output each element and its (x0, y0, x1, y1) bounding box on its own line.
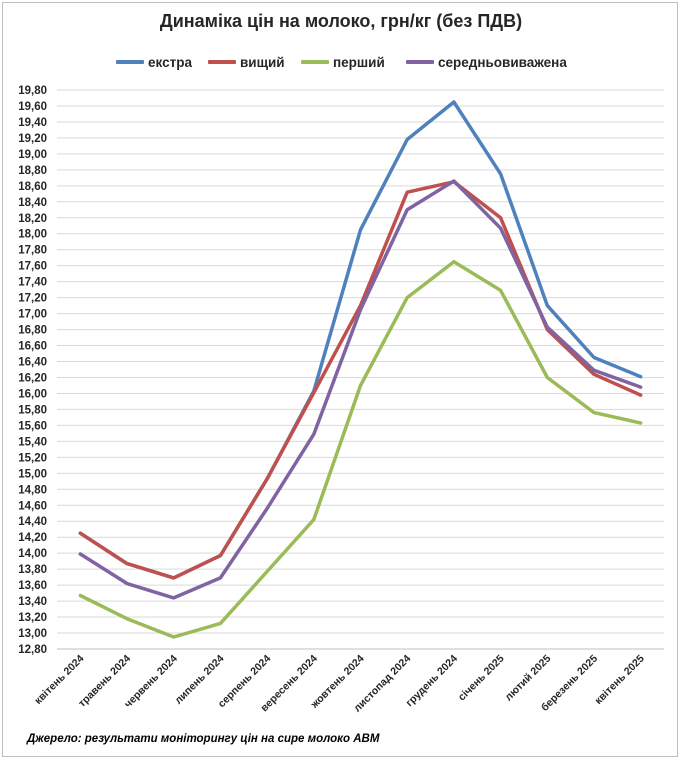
y-tick-label: 18,00 (18, 229, 47, 241)
series-line-1 (78, 180, 643, 580)
x-tick-label: січень 2025 (456, 653, 507, 704)
source-note: Джерело: результати моніторингу цін на с… (27, 733, 380, 745)
y-tick-label: 16,20 (18, 372, 47, 384)
legend-item-pershyi: перший (301, 52, 385, 72)
y-tick-label: 18,40 (18, 197, 47, 209)
line-chart: 12,80 13,00 13,20 13,40 13,60 13,80 14,00 14,20… (18, 85, 664, 715)
y-tick-label: 17,20 (18, 293, 47, 305)
legend-item-serednovyvazhena: середньовиважена (406, 52, 567, 72)
legend-swatch-extra (116, 60, 144, 64)
y-tick-label: 13,40 (18, 596, 47, 608)
y-tick-label: 14,80 (18, 484, 47, 496)
y-tick-label: 17,00 (18, 309, 47, 321)
y-tick-label: 17,80 (18, 245, 47, 257)
legend-swatch-vyshchyi (208, 60, 236, 64)
y-tick-label: 16,60 (18, 341, 47, 353)
y-tick-label: 13,00 (18, 628, 47, 640)
y-tick-label: 17,40 (18, 277, 47, 289)
y-tick-label: 15,00 (18, 468, 47, 480)
x-tick-label: квітень 2025 (593, 653, 647, 707)
y-tick-label: 14,20 (18, 532, 47, 544)
y-tick-label: 19,60 (18, 101, 47, 113)
y-tick-label: 14,00 (18, 548, 47, 560)
y-tick-label: 16,00 (18, 388, 47, 400)
y-tick-label: 12,80 (18, 644, 47, 656)
legend-swatch-pershyi (301, 60, 329, 64)
y-tick-label: 13,20 (18, 612, 47, 624)
y-tick-label: 16,80 (18, 325, 47, 337)
legend-swatch-serednovyvazhena (406, 60, 434, 64)
legend-label-serednovyvazhena: середньовиважена (438, 54, 567, 70)
y-tick-label: 14,60 (18, 500, 47, 512)
y-tick-label: 13,80 (18, 564, 47, 576)
y-tick-label: 15,40 (18, 436, 47, 448)
legend-label-vyshchyi: вищий (240, 54, 285, 70)
y-tick-label: 19,40 (18, 117, 47, 129)
legend-item-extra: екстра (116, 52, 192, 72)
y-tick-label: 15,60 (18, 420, 47, 432)
y-tick-label: 14,40 (18, 516, 47, 528)
chart-title: Динаміка цін на молоко, грн/кг (без ПДВ) (159, 11, 523, 31)
series-line-2 (78, 259, 643, 639)
series-line-3 (78, 179, 643, 600)
y-tick-label: 15,80 (18, 404, 47, 416)
y-tick-label: 18,60 (18, 181, 47, 193)
y-tick-label: 15,20 (18, 452, 47, 464)
x-tick-label: лютий 2025 (503, 653, 554, 704)
y-tick-label: 17,60 (18, 261, 47, 273)
y-tick-label: 19,00 (18, 149, 47, 161)
y-tick-label: 16,40 (18, 357, 47, 369)
y-tick-label: 13,60 (18, 580, 47, 592)
legend-label-extra: екстра (148, 54, 192, 70)
chart-legend: екстра вищий перший середньовиважена (0, 52, 682, 72)
y-tick-label: 19,20 (18, 133, 47, 145)
legend-item-vyshchyi: вищий (208, 52, 285, 72)
y-tick-label: 18,20 (18, 213, 47, 225)
y-tick-label: 18,80 (18, 165, 47, 177)
y-tick-label: 19,80 (18, 85, 47, 97)
legend-label-pershyi: перший (333, 54, 385, 70)
